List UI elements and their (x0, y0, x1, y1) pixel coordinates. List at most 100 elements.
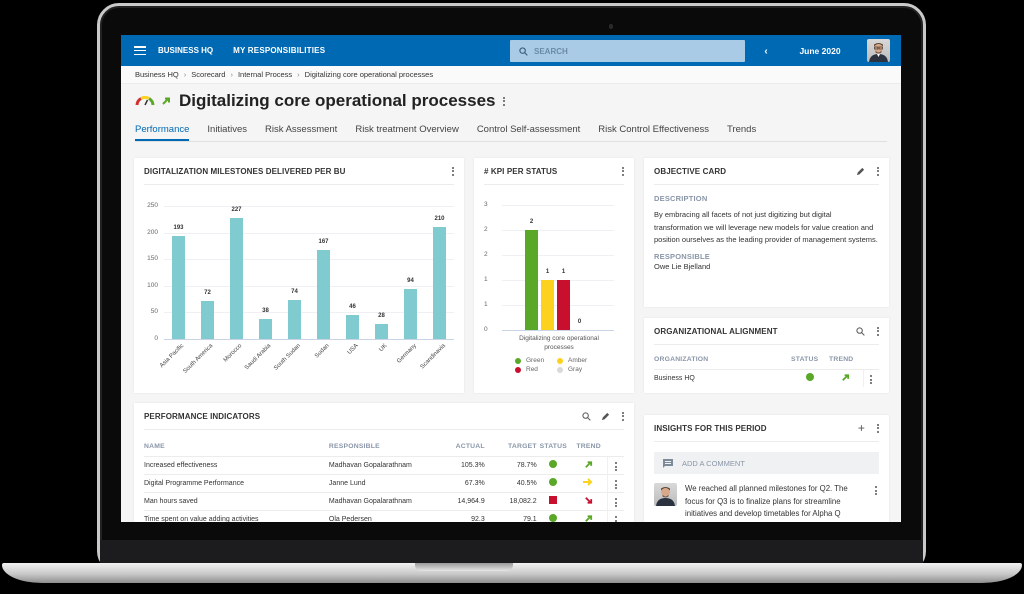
kpi-target: 79.1 (484, 509, 537, 522)
title-more-icon[interactable] (503, 96, 506, 106)
col-target[interactable]: TARGET (508, 443, 537, 451)
col-status[interactable]: STATUS (539, 443, 567, 451)
kpi-name[interactable]: Time spent on value adding activities (144, 509, 329, 522)
laptop-chin (100, 540, 923, 566)
col-trend[interactable]: TREND (576, 443, 601, 451)
objective-card: OBJECTIVE CARD DESCRIPTION By embracing … (644, 158, 889, 307)
kpi-actual: 67.3% (443, 473, 485, 492)
app-screen: BUSINESS HQ MY RESPONSIBILITIES SEARCH ‹… (121, 35, 901, 522)
more-icon[interactable] (877, 423, 879, 433)
gridline (164, 259, 454, 261)
y-tick-label: 3 (484, 201, 488, 208)
data-label: 167 (318, 239, 329, 246)
bar-amber[interactable] (541, 280, 554, 330)
y-tick-label: 50 (150, 308, 158, 316)
bar[interactable] (230, 218, 243, 339)
bar[interactable] (346, 314, 359, 339)
chevron-left-icon[interactable]: ‹ (764, 45, 768, 57)
milestones-chart-card: DIGITALIZATION MILESTONES DELIVERED PER … (134, 158, 464, 393)
table-row[interactable]: Business HQ (654, 368, 879, 387)
card-header: INSIGHTS FOR THIS PERIOD + (654, 415, 879, 442)
tab-bar: Performance Initiatives Risk Assessment … (135, 118, 887, 142)
status-green-icon (549, 514, 558, 522)
data-label: 1 (545, 269, 550, 275)
tab-performance[interactable]: Performance (135, 124, 190, 141)
period-label[interactable]: June 2020 (799, 46, 841, 56)
more-icon[interactable] (877, 166, 879, 176)
kpi-name[interactable]: Increased effectiveness (144, 455, 329, 474)
breadcrumb-item-scorecard[interactable]: Scorecard (191, 70, 226, 79)
col-responsible[interactable]: RESPONSIBLE (328, 443, 380, 451)
kpi-target: 40.5% (484, 473, 537, 492)
comment-more-icon[interactable] (875, 486, 877, 495)
table-row[interactable]: Increased effectiveness Madhavan Gopalara… (144, 455, 624, 474)
more-icon[interactable] (622, 411, 624, 421)
bar[interactable] (288, 299, 301, 339)
search-icon[interactable] (856, 326, 865, 336)
legend-green[interactable]: Green (515, 357, 544, 364)
tab-control-self-assessment[interactable]: Control Self-assessment (476, 124, 581, 135)
row-more-icon[interactable] (870, 375, 873, 385)
org-name[interactable]: Business HQ (654, 368, 791, 387)
app-name[interactable]: BUSINESS HQ (158, 46, 214, 55)
tab-risk-treatment-overview[interactable]: Risk treatment Overview (355, 124, 459, 135)
period-selector: ‹ June 2020 › (757, 40, 883, 62)
data-label: 28 (378, 313, 385, 320)
add-icon[interactable]: + (857, 421, 865, 435)
insight-comment: We reached all planned milestones for Q2… (644, 474, 889, 521)
row-more-icon[interactable] (614, 480, 617, 489)
legend-red[interactable]: Red (515, 366, 538, 373)
bar-red[interactable] (557, 280, 570, 330)
data-label: 210 (434, 216, 445, 223)
bar[interactable] (433, 227, 446, 339)
table-row[interactable]: Time spent on value adding activities Ola… (144, 509, 624, 522)
bar-green[interactable] (525, 230, 538, 330)
more-icon[interactable] (877, 326, 879, 336)
camera (609, 24, 613, 29)
row-more-icon[interactable] (614, 498, 617, 507)
breadcrumb-item-business-hq[interactable]: Business HQ (135, 70, 179, 79)
legend-amber[interactable]: Amber (557, 357, 587, 364)
tab-risk-control-effectiveness[interactable]: Risk Control Effectiveness (598, 124, 709, 135)
nav-my-responsibilities[interactable]: MY RESPONSIBILITIES (233, 46, 326, 55)
tab-trends[interactable]: Trends (727, 124, 757, 135)
edit-icon[interactable] (601, 412, 610, 421)
table-row[interactable]: Digital Programme Performance Janne Lund 6… (144, 473, 624, 492)
page-title: Digitalizing core operational processes (179, 91, 496, 110)
col-actual[interactable]: ACTUAL (455, 443, 485, 451)
row-more-icon[interactable] (614, 462, 617, 471)
bar[interactable] (172, 236, 185, 339)
search-icon[interactable] (582, 411, 591, 421)
row-more-icon[interactable] (614, 516, 617, 522)
legend-gray[interactable]: Gray (557, 366, 582, 373)
edit-icon[interactable] (856, 167, 865, 176)
card-title: PERFORMANCE INDICATORS (144, 411, 261, 421)
data-label: 227 (231, 207, 242, 214)
kpi-actual: 14,964.9 (443, 491, 485, 510)
x-tick-label: South America (182, 343, 215, 375)
alignment-table: ORGANIZATION STATUS TREND Business HQ (654, 351, 879, 387)
gridline (164, 232, 454, 234)
more-icon[interactable] (622, 166, 624, 176)
bar[interactable] (259, 318, 272, 339)
kpi-name[interactable]: Digital Programme Performance (144, 473, 329, 492)
bar[interactable] (201, 300, 214, 339)
bar[interactable] (404, 288, 417, 339)
tab-risk-assessment[interactable]: Risk Assessment (265, 124, 338, 135)
kpi-responsible: Ola Pedersen (328, 509, 444, 522)
tab-initiatives[interactable]: Initiatives (207, 124, 247, 135)
col-name[interactable]: NAME (144, 443, 165, 451)
table-row[interactable]: Man hours saved Madhavan Gopalarathnam 14,… (144, 491, 624, 510)
user-avatar[interactable] (867, 39, 890, 62)
bar[interactable] (317, 250, 330, 339)
breadcrumb-item-internal-process[interactable]: Internal Process (237, 70, 293, 79)
kpi-name[interactable]: Man hours saved (144, 491, 329, 510)
bar[interactable] (375, 324, 388, 339)
data-label: 0 (577, 319, 582, 325)
gridline (164, 339, 454, 340)
gridline (502, 205, 614, 206)
add-comment-input[interactable]: ADD A COMMENT (654, 452, 879, 474)
hamburger-menu-icon[interactable] (134, 46, 146, 55)
search-input[interactable]: SEARCH (510, 40, 745, 62)
more-icon[interactable] (452, 166, 454, 176)
